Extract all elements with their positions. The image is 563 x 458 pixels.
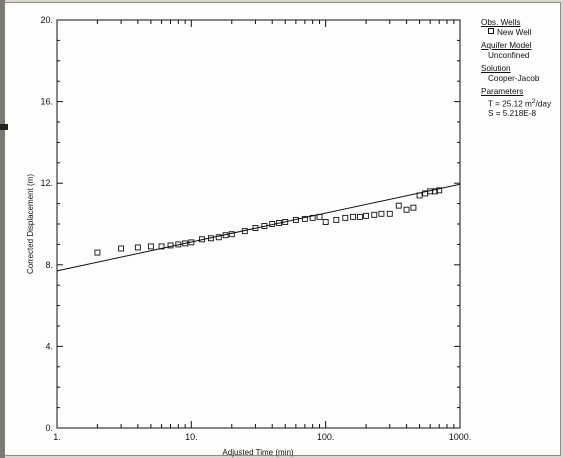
ticks-layer: 0. 4. 8. 12. 16. 20. 1. 10. 100. 1000. [40,15,471,442]
data-point [386,210,393,217]
data-point [261,223,268,229]
data-point [199,236,205,243]
fit-line [56,183,461,272]
data-point [371,211,378,218]
data-point [357,213,363,220]
data-point [322,219,329,225]
y-tick-label: 16. [40,97,53,107]
data-point [410,204,417,211]
legend-parameters-heading: Parameters [481,87,524,96]
data-point [182,240,189,247]
data-point [175,241,182,248]
data-point [167,242,174,249]
data-point [403,206,410,213]
data-point [333,216,340,223]
data-point [222,232,229,239]
y-tick-label: 20. [40,15,53,25]
y-axis-title: Corrected Displacement (m) [26,174,35,274]
legend-solution-value: Cooper-Jacob [488,73,540,83]
points-layer [94,187,443,256]
data-point [276,220,283,226]
data-point [241,228,248,235]
y-tick-label: 12. [40,178,53,188]
data-point [350,213,357,220]
data-point [309,214,316,221]
data-point [431,188,438,195]
legend-aquifer-model-value: Unconfined [488,50,530,60]
data-point [282,219,289,225]
x-axis-title: Adjusted Time (min) [222,448,293,457]
data-point [301,215,308,222]
param-t-suffix: /day [535,99,552,109]
data-point [436,187,443,194]
fit-layer [56,183,461,272]
data-point [269,221,276,227]
legend: Obs. Wells New Well Aquifer Model Unconf… [481,18,563,118]
y-tick-label: 8. [45,260,53,270]
legend-solution-heading: Solution [481,64,511,73]
x-tick-label: 1. [53,432,61,442]
data-point [118,245,125,252]
data-point [208,235,214,242]
legend-obs-wells-item: New Well [481,27,563,38]
data-point [94,249,101,256]
plot-area [56,19,461,429]
x-tick-label: 10. [185,432,198,442]
data-point [416,192,423,199]
data-point [378,210,385,217]
side-marker [0,124,8,130]
data-point [147,243,154,250]
legend-aquifer-model-heading: Aquifer Model [481,41,532,50]
data-point [342,214,349,221]
legend-series-name: New Well [497,27,532,37]
data-point [316,213,323,220]
data-point [215,234,222,241]
param-t-prefix: T = 25.12 m [488,99,532,109]
data-point [292,216,299,223]
data-point [252,225,259,232]
data-point [158,243,165,250]
y-tick-label: 0. [45,423,53,433]
data-point [395,202,402,209]
data-point [188,239,195,246]
legend-param-t: T = 25.12 m2/day [481,97,563,109]
data-point [363,212,370,219]
x-tick-label: 1000. [449,432,472,442]
open-square-icon [488,27,494,34]
data-point [134,244,141,251]
data-point [228,231,235,238]
x-tick-label: 100. [317,432,335,442]
legend-param-s: S = 5.218E-8 [488,108,537,118]
param-t-exp: 2 [531,97,536,105]
y-tick-label: 4. [45,341,53,351]
window-edge [0,0,5,458]
legend-obs-wells-heading: Obs. Wells [481,18,521,27]
